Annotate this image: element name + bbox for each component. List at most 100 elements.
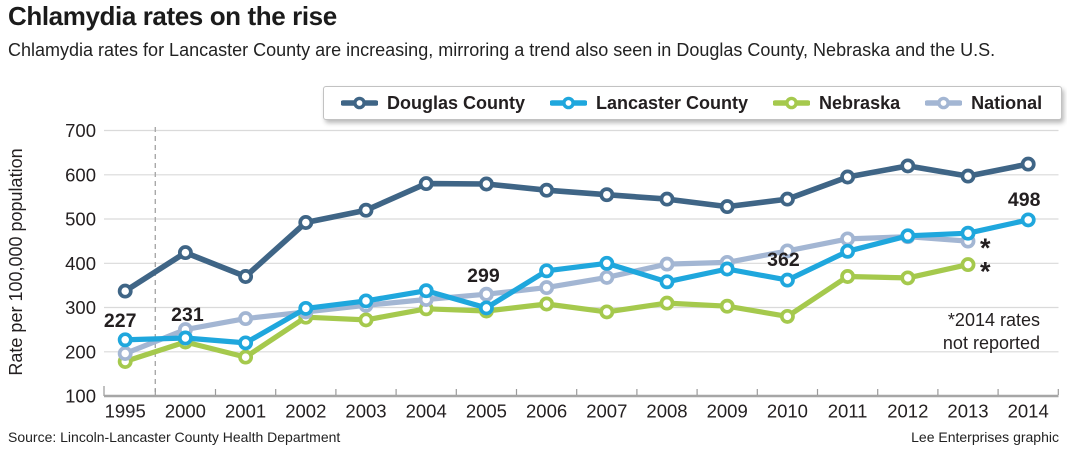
point-lancaster-county — [238, 335, 254, 351]
point-nebraska — [719, 298, 735, 314]
point-nebraska — [117, 354, 133, 369]
x-tick-label-2005: 2005 — [466, 401, 507, 422]
data-label-227: 227 — [104, 310, 137, 332]
point-lancaster-county — [659, 274, 675, 290]
y-axis-title: Rate per 100,000 population — [6, 148, 26, 375]
point-lancaster-county — [117, 332, 133, 348]
y-tick-label-100: 100 — [65, 386, 96, 407]
x-tick-label-2007: 2007 — [586, 401, 627, 422]
data-label-362: 362 — [767, 249, 800, 271]
point-douglas-county — [900, 158, 916, 174]
point-national — [719, 254, 735, 270]
legend-marker-lancaster-county-icon — [550, 96, 587, 110]
x-tick-label-2010: 2010 — [767, 401, 808, 422]
x-tick-label-2014: 2014 — [1008, 401, 1049, 422]
point-nebraska — [177, 334, 193, 350]
point-national — [117, 346, 133, 361]
x-tick-label-2006: 2006 — [526, 401, 567, 422]
point-nebraska — [539, 296, 555, 312]
source-credit: Source: Lincoln-Lancaster County Health … — [8, 429, 341, 445]
line-national — [122, 234, 971, 357]
x-tick-label-2002: 2002 — [285, 401, 326, 422]
y-tick-label-600: 600 — [65, 164, 96, 185]
point-nebraska — [238, 349, 254, 365]
point-lancaster-county — [599, 255, 615, 271]
point-lancaster-county — [840, 243, 856, 259]
page-title: Chlamydia rates on the rise — [8, 1, 337, 31]
point-douglas-county — [719, 199, 735, 215]
note-line-1: *2014 rates — [948, 310, 1040, 330]
point-douglas-county — [539, 182, 555, 198]
point-national — [659, 256, 675, 272]
x-tick-label-2009: 2009 — [707, 401, 748, 422]
point-nebraska — [358, 312, 374, 328]
point-lancaster-county — [779, 272, 795, 288]
point-douglas-county — [418, 176, 434, 192]
legend-label-nebraska: Nebraska — [819, 92, 901, 113]
point-douglas-county — [960, 168, 976, 184]
point-douglas-county — [1020, 156, 1036, 172]
point-douglas-county — [779, 191, 795, 207]
point-national — [779, 243, 795, 259]
legend-item-douglas-county: Douglas County — [341, 93, 525, 114]
data-label-231: 231 — [171, 304, 204, 326]
y-tick-label-700: 700 — [65, 120, 96, 141]
line-douglas-county — [122, 161, 1031, 294]
data-label-498: 498 — [1008, 189, 1041, 211]
point-douglas-county — [298, 215, 314, 230]
point-national — [539, 280, 555, 296]
point-national — [238, 311, 254, 327]
point-douglas-county — [177, 245, 193, 261]
point-national — [418, 292, 434, 307]
legend-marker-douglas-county-icon — [341, 96, 378, 110]
point-lancaster-county — [900, 228, 916, 244]
legend-item-nebraska: Nebraska — [773, 93, 900, 114]
point-douglas-county — [238, 269, 254, 284]
point-douglas-county — [117, 283, 133, 299]
point-national — [298, 304, 314, 320]
point-nebraska — [840, 269, 856, 284]
point-national — [599, 269, 615, 285]
point-national — [900, 229, 916, 245]
point-douglas-county — [358, 202, 374, 218]
point-nebraska — [960, 257, 976, 273]
point-national — [840, 231, 856, 247]
point-nebraska — [900, 270, 916, 286]
x-tick-label-1995: 1995 — [105, 401, 146, 422]
legend-label-lancaster-county: Lancaster County — [596, 92, 749, 113]
point-nebraska — [659, 295, 675, 311]
point-nebraska — [779, 308, 795, 324]
y-tick-label-200: 200 — [65, 341, 96, 362]
legend-item-lancaster-county: Lancaster County — [550, 93, 748, 114]
point-nebraska — [298, 309, 314, 325]
note-line-2: not reported — [943, 333, 1040, 353]
x-tick-label-2008: 2008 — [646, 401, 687, 422]
point-lancaster-county — [960, 225, 976, 241]
y-tick-label-400: 400 — [65, 253, 96, 274]
legend-marker-national-icon — [925, 96, 963, 110]
point-national — [960, 233, 976, 249]
point-lancaster-county — [719, 261, 735, 277]
x-tick-label-2013: 2013 — [947, 401, 988, 422]
point-national — [177, 322, 193, 338]
data-label-299: 299 — [467, 265, 500, 287]
point-nebraska — [418, 301, 434, 317]
line-nebraska — [122, 262, 971, 365]
legend-item-national: National — [925, 93, 1042, 114]
footer: Source: Lincoln-Lancaster County Health … — [0, 429, 1067, 445]
point-lancaster-county — [177, 330, 193, 346]
point-lancaster-county — [418, 283, 434, 299]
point-nebraska — [599, 304, 615, 320]
x-tick-label-2004: 2004 — [406, 401, 447, 422]
point-national — [478, 286, 494, 302]
asterisk-nebraska: * — [980, 257, 991, 287]
x-tick-label-2000: 2000 — [165, 401, 206, 422]
graphic-credit: Lee Enterprises graphic — [911, 429, 1059, 445]
legend-label-douglas-county: Douglas County — [387, 92, 525, 113]
point-nebraska — [478, 303, 494, 319]
legend-label-national: National — [971, 92, 1043, 113]
point-douglas-county — [659, 191, 675, 207]
point-douglas-county — [840, 169, 856, 185]
legend-marker-nebraska-icon — [773, 96, 811, 110]
